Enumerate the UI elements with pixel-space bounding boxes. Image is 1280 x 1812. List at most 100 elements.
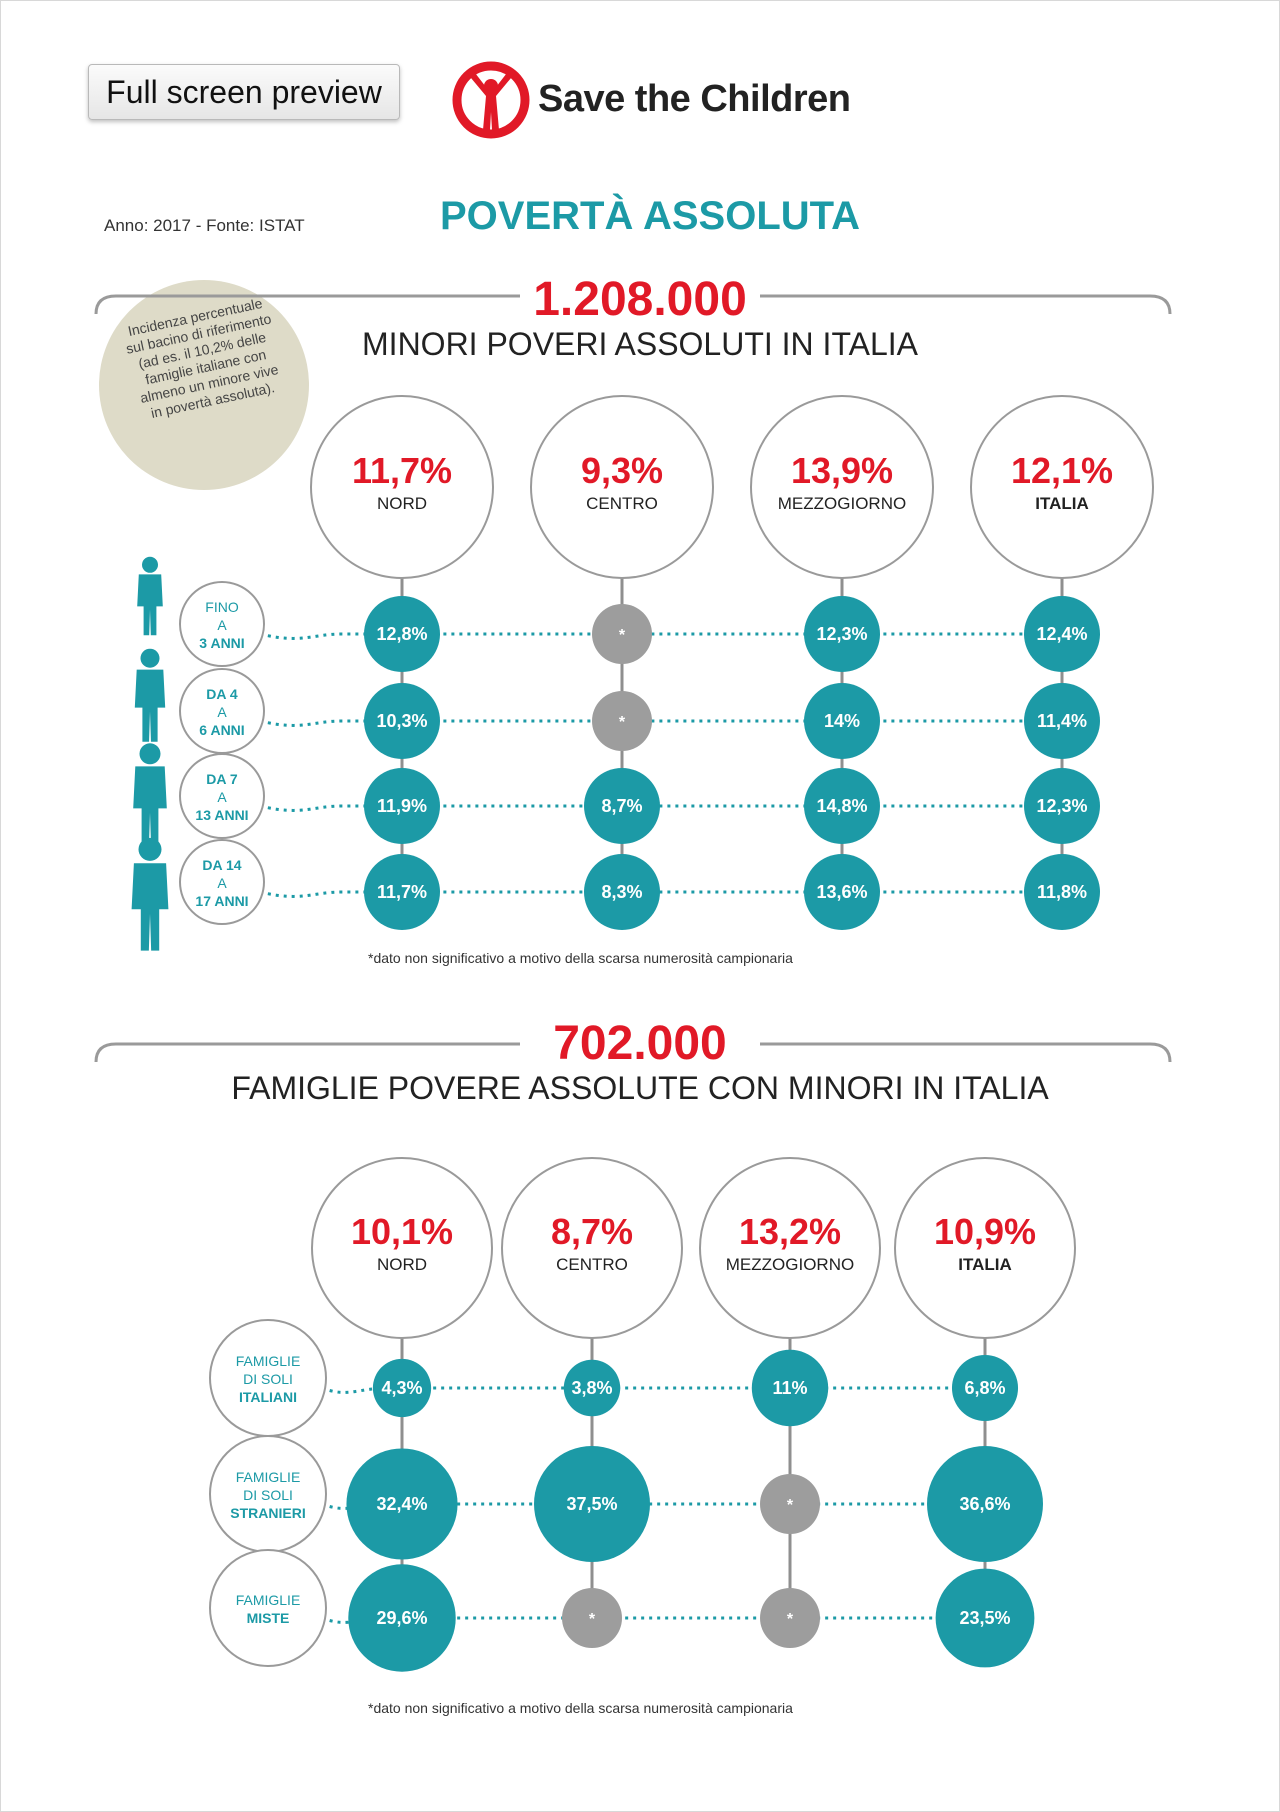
child-head xyxy=(140,648,160,668)
bubble-label: 11,8% xyxy=(1037,882,1087,902)
region-percentage: 12,1% xyxy=(1011,450,1113,491)
region-circle-centro xyxy=(530,395,714,579)
bubble-label: 36,6% xyxy=(959,1494,1010,1514)
value-bubble xyxy=(364,854,440,930)
value-bubble xyxy=(364,683,440,759)
families-total: 702.000 xyxy=(553,1017,727,1070)
row-dotted-connector xyxy=(259,719,1062,727)
section-bracket-right xyxy=(760,1042,1172,1063)
bubble-label: 12,8% xyxy=(376,624,427,644)
bubble-label: 11% xyxy=(772,1378,807,1398)
bubble-label: 23,5% xyxy=(959,1608,1010,1628)
region-circle-italia xyxy=(894,1157,1076,1339)
value-bubble xyxy=(364,596,440,672)
row-label-circle xyxy=(179,839,265,925)
value-bubble xyxy=(804,854,880,930)
bubble-label: 11,4% xyxy=(1037,711,1087,731)
region-circle-nord xyxy=(310,395,494,579)
bubble-label: 4,3% xyxy=(381,1378,422,1398)
families-subtitle: FAMIGLIE POVERE ASSOLUTE CON MINORI IN I… xyxy=(231,1070,1049,1106)
value-bubble xyxy=(346,1448,458,1560)
region-name: NORD xyxy=(377,1255,427,1274)
not-significant-bubble xyxy=(760,1588,820,1648)
region-name: ITALIA xyxy=(958,1255,1012,1274)
bubble-label: * xyxy=(589,1611,596,1628)
value-bubble xyxy=(534,1446,650,1562)
region-name: MEZZOGIORNO xyxy=(778,494,906,513)
section-bracket-left xyxy=(94,1042,520,1063)
child-body xyxy=(137,574,163,636)
bubble-label: 3,8% xyxy=(571,1378,612,1398)
row-label-text: FAMIGLIE xyxy=(236,1353,301,1369)
row-label-text: DA 14 xyxy=(202,857,241,873)
bubble-label: 12,3% xyxy=(1036,796,1087,816)
not-significant-bubble xyxy=(592,604,652,664)
region-circle-mezzogiorno xyxy=(750,395,934,579)
row-label-circle xyxy=(209,1549,327,1667)
child-body xyxy=(134,669,166,742)
row-label-text: A xyxy=(217,617,227,633)
section-bracket-left xyxy=(94,294,520,315)
row-label-text: 6 ANNI xyxy=(199,722,244,738)
footnote-minors: *dato non significativo a motivo della s… xyxy=(368,950,793,966)
row-label-text: FAMIGLIE xyxy=(236,1469,301,1485)
row-label-circle xyxy=(179,581,265,667)
child-head xyxy=(138,837,162,861)
child-body xyxy=(131,863,169,951)
value-bubble xyxy=(751,1349,829,1427)
row-label-text: FAMIGLIE xyxy=(236,1592,301,1608)
value-bubble xyxy=(1024,683,1100,759)
bubble-label: 37,5% xyxy=(566,1494,617,1514)
child-silhouette-icon xyxy=(133,743,167,847)
bubble-label: 14% xyxy=(824,711,860,731)
minors-total: 1.208.000 xyxy=(533,273,747,326)
not-significant-bubble xyxy=(592,691,652,751)
row-label-text: 13 ANNI xyxy=(195,807,248,823)
region-circle-centro xyxy=(501,1157,683,1339)
region-percentage: 9,3% xyxy=(581,450,663,491)
row-label-text: DI SOLI xyxy=(243,1371,293,1387)
row-label-text: A xyxy=(217,789,227,805)
value-bubble xyxy=(804,768,880,844)
bubble-label: * xyxy=(787,1497,794,1514)
value-bubble xyxy=(1024,854,1100,930)
bubble-label: * xyxy=(787,1611,794,1628)
region-percentage: 10,1% xyxy=(351,1211,453,1252)
bubble-label: 8,7% xyxy=(601,796,642,816)
minors-subtitle: MINORI POVERI ASSOLUTI IN ITALIA xyxy=(362,326,918,362)
bubble-label: 10,3% xyxy=(376,711,427,731)
page-title: POVERTÀ ASSOLUTA xyxy=(439,194,861,238)
child-head xyxy=(139,743,161,765)
region-percentage: 8,7% xyxy=(551,1211,633,1252)
row-label-circle xyxy=(179,753,265,839)
value-bubble xyxy=(1024,596,1100,672)
region-name: NORD xyxy=(377,494,427,513)
row-dotted-connector xyxy=(259,632,1062,640)
value-bubble xyxy=(364,768,440,844)
bubble-label: 12,3% xyxy=(816,624,867,644)
bubble-label: 29,6% xyxy=(376,1608,427,1628)
full-screen-preview-button[interactable]: Full screen preview xyxy=(88,64,400,120)
child-body xyxy=(133,766,167,847)
not-significant-bubble xyxy=(760,1474,820,1534)
row-dotted-connector xyxy=(259,890,1062,898)
value-bubble xyxy=(935,1568,1035,1668)
footnote-families: *dato non significativo a motivo della s… xyxy=(368,1700,793,1716)
value-bubble xyxy=(372,1358,432,1418)
child-silhouette-icon xyxy=(131,837,169,951)
bubble-label: 11,7% xyxy=(377,882,427,902)
row-dotted-connector xyxy=(259,804,1062,812)
region-circle-italia xyxy=(970,395,1154,579)
bubble-label: * xyxy=(619,627,626,644)
bubble-label: 6,8% xyxy=(964,1378,1005,1398)
bubble-label: 11,9% xyxy=(377,796,427,816)
child-head xyxy=(142,556,158,573)
value-bubble xyxy=(348,1564,456,1672)
row-label-text: 3 ANNI xyxy=(199,635,244,651)
child-silhouette-icon xyxy=(137,556,163,636)
source-note: Anno: 2017 - Fonte: ISTAT xyxy=(104,216,305,235)
row-label-text: DA 7 xyxy=(206,771,238,787)
bubble-label: 8,3% xyxy=(601,882,642,902)
